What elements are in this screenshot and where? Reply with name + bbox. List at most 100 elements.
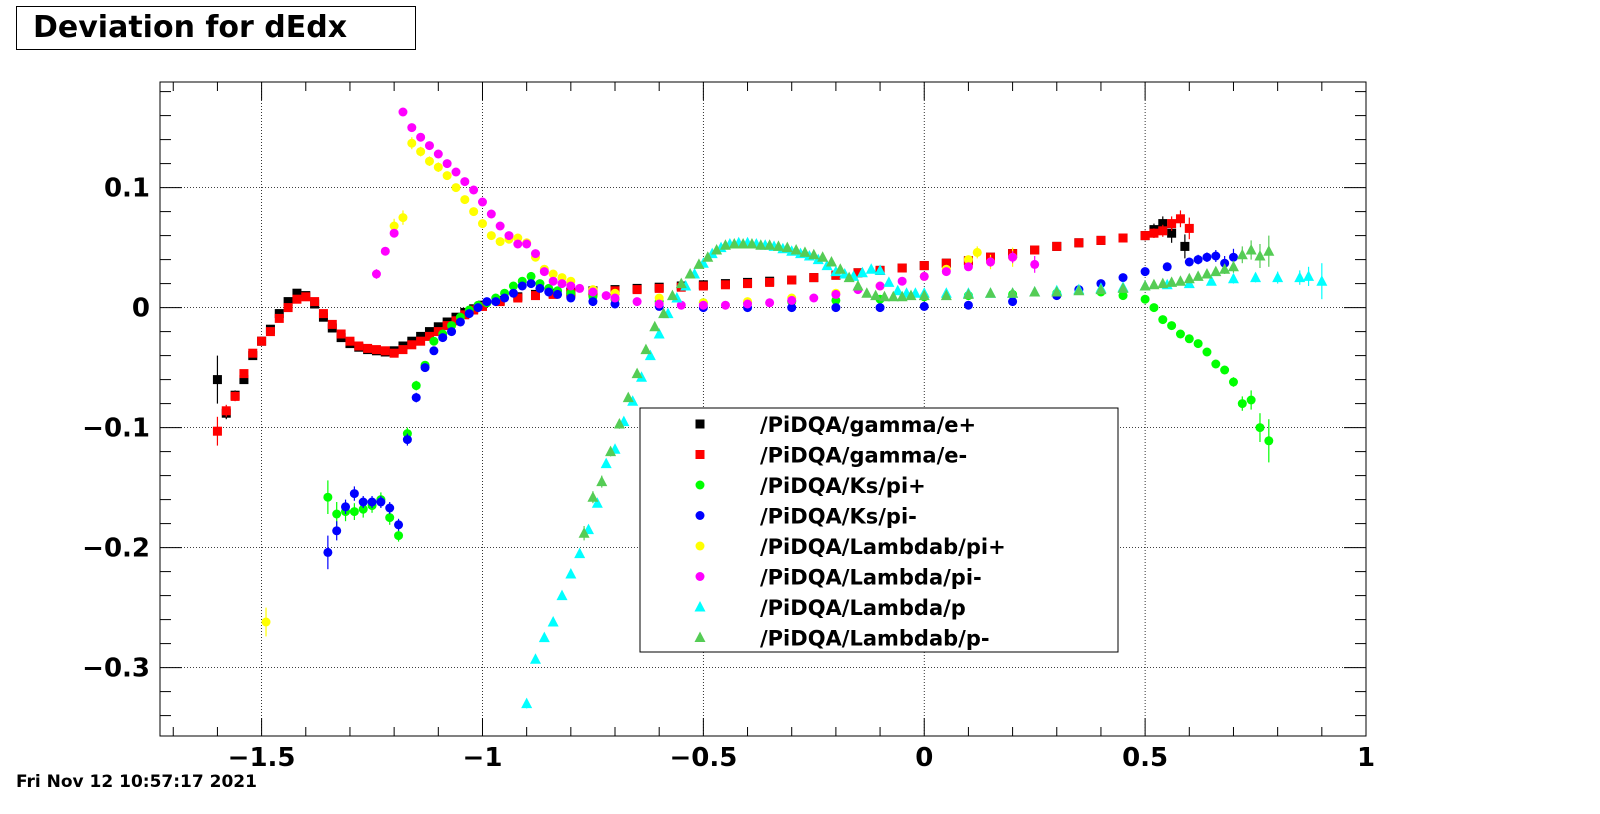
data-point: [292, 294, 302, 304]
data-point: [1158, 219, 1168, 229]
data-point: [310, 297, 320, 307]
data-point: [416, 147, 426, 157]
data-point: [772, 240, 784, 251]
data-point: [787, 295, 797, 305]
data-point: [429, 336, 439, 346]
data-point: [1294, 271, 1306, 283]
data-point: [380, 246, 390, 256]
data-point: [358, 504, 368, 514]
data-point: [1264, 436, 1274, 446]
data-point: [719, 239, 731, 250]
data-point: [547, 616, 559, 627]
plot-frame: [159, 81, 1367, 737]
data-point: [239, 369, 249, 379]
data-point: [548, 276, 558, 286]
data-point: [631, 367, 643, 379]
legend-box: [639, 407, 1119, 653]
legend-marker: [695, 480, 705, 490]
data-point: [1118, 291, 1128, 301]
data-point: [764, 239, 776, 250]
data-point: [787, 303, 797, 313]
legend-marker: [695, 419, 705, 429]
y-tick-label: 0.1: [104, 174, 150, 204]
data-point: [720, 300, 730, 310]
data-point: [809, 273, 819, 283]
data-point: [257, 336, 267, 346]
data-point: [389, 228, 399, 238]
data-point: [385, 513, 395, 523]
data-point: [601, 291, 611, 301]
data-point: [892, 284, 904, 296]
data-point: [500, 293, 510, 303]
data-point: [433, 327, 443, 337]
data-point: [407, 123, 417, 133]
data-point: [460, 310, 470, 320]
data-point: [529, 653, 541, 664]
data-point: [1117, 282, 1129, 293]
data-point: [535, 283, 545, 293]
data-point: [327, 319, 337, 329]
data-point: [1227, 260, 1239, 272]
series-7: [578, 235, 1275, 541]
data-point: [640, 343, 652, 355]
data-point: [530, 291, 540, 301]
data-point: [367, 497, 377, 507]
data-point: [1211, 359, 1221, 369]
data-point: [743, 279, 753, 289]
legend-label: /PiDQA/Ks/pi+: [760, 474, 926, 498]
y-tick-label: 0: [132, 294, 150, 324]
data-point: [1210, 265, 1222, 277]
data-point: [1158, 315, 1168, 325]
data-point: [1263, 245, 1275, 256]
legend-label: /PiDQA/gamma/e-: [760, 444, 967, 468]
data-point: [385, 503, 395, 513]
data-point: [521, 697, 533, 709]
data-point: [986, 257, 996, 267]
x-tick-label: 1: [1357, 743, 1375, 773]
data-point: [394, 531, 404, 541]
data-point: [720, 280, 730, 290]
data-point: [363, 343, 373, 353]
data-point: [451, 183, 461, 193]
data-point: [865, 263, 877, 274]
data-point: [389, 221, 399, 231]
data-point: [407, 138, 417, 148]
data-point: [1184, 257, 1194, 267]
data-point: [698, 300, 708, 310]
data-point: [875, 281, 885, 291]
data-point: [292, 288, 302, 298]
data-point: [376, 497, 386, 507]
data-point: [963, 255, 973, 265]
data-point: [1201, 268, 1213, 279]
data-point: [1193, 339, 1203, 349]
data-point: [658, 307, 670, 319]
legend-marker: [695, 511, 705, 520]
data-point: [587, 491, 599, 502]
data-point: [919, 271, 929, 281]
data-point: [557, 279, 567, 289]
data-point: [605, 445, 617, 457]
data-point: [1183, 272, 1195, 284]
data-point: [526, 271, 536, 281]
data-point: [1272, 271, 1284, 283]
data-point: [460, 195, 470, 205]
x-tick-label: −1: [463, 743, 503, 773]
data-point: [221, 406, 231, 416]
data-point: [632, 285, 642, 295]
data-point: [666, 289, 678, 301]
y-tick-label: −0.1: [82, 414, 150, 444]
data-point: [433, 149, 443, 159]
data-point: [737, 238, 749, 249]
legend-marker: [694, 631, 706, 642]
data-point: [1205, 275, 1217, 286]
data-point: [765, 277, 775, 287]
data-point: [653, 328, 665, 339]
data-point: [781, 241, 793, 253]
data-point: [433, 322, 443, 332]
data-point: [429, 346, 439, 356]
data-point: [341, 502, 351, 512]
data-point: [1220, 365, 1230, 375]
data-point: [1184, 334, 1194, 344]
data-point: [349, 489, 359, 499]
